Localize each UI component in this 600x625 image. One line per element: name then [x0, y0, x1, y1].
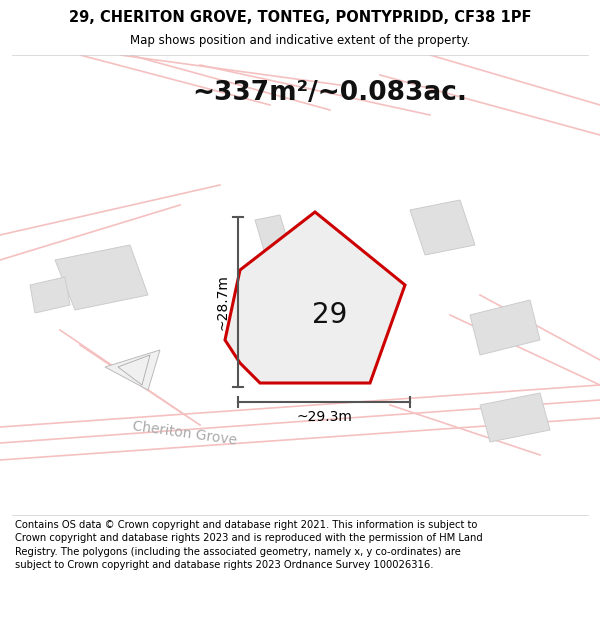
Polygon shape: [255, 215, 298, 281]
Polygon shape: [30, 277, 70, 313]
Text: ~337m²/~0.083ac.: ~337m²/~0.083ac.: [193, 80, 467, 106]
Polygon shape: [470, 300, 540, 355]
Text: 29, CHERITON GROVE, TONTEG, PONTYPRIDD, CF38 1PF: 29, CHERITON GROVE, TONTEG, PONTYPRIDD, …: [69, 10, 531, 25]
Polygon shape: [480, 393, 550, 442]
Polygon shape: [225, 212, 405, 383]
Text: 29: 29: [313, 301, 347, 329]
Text: ~28.7m: ~28.7m: [216, 274, 230, 330]
Polygon shape: [105, 350, 160, 390]
Text: Contains OS data © Crown copyright and database right 2021. This information is : Contains OS data © Crown copyright and d…: [15, 520, 483, 570]
Polygon shape: [410, 200, 475, 255]
Text: Cheriton Grove: Cheriton Grove: [132, 419, 238, 447]
Text: Map shows position and indicative extent of the property.: Map shows position and indicative extent…: [130, 34, 470, 47]
Text: ~29.3m: ~29.3m: [296, 410, 352, 424]
Polygon shape: [55, 245, 148, 310]
